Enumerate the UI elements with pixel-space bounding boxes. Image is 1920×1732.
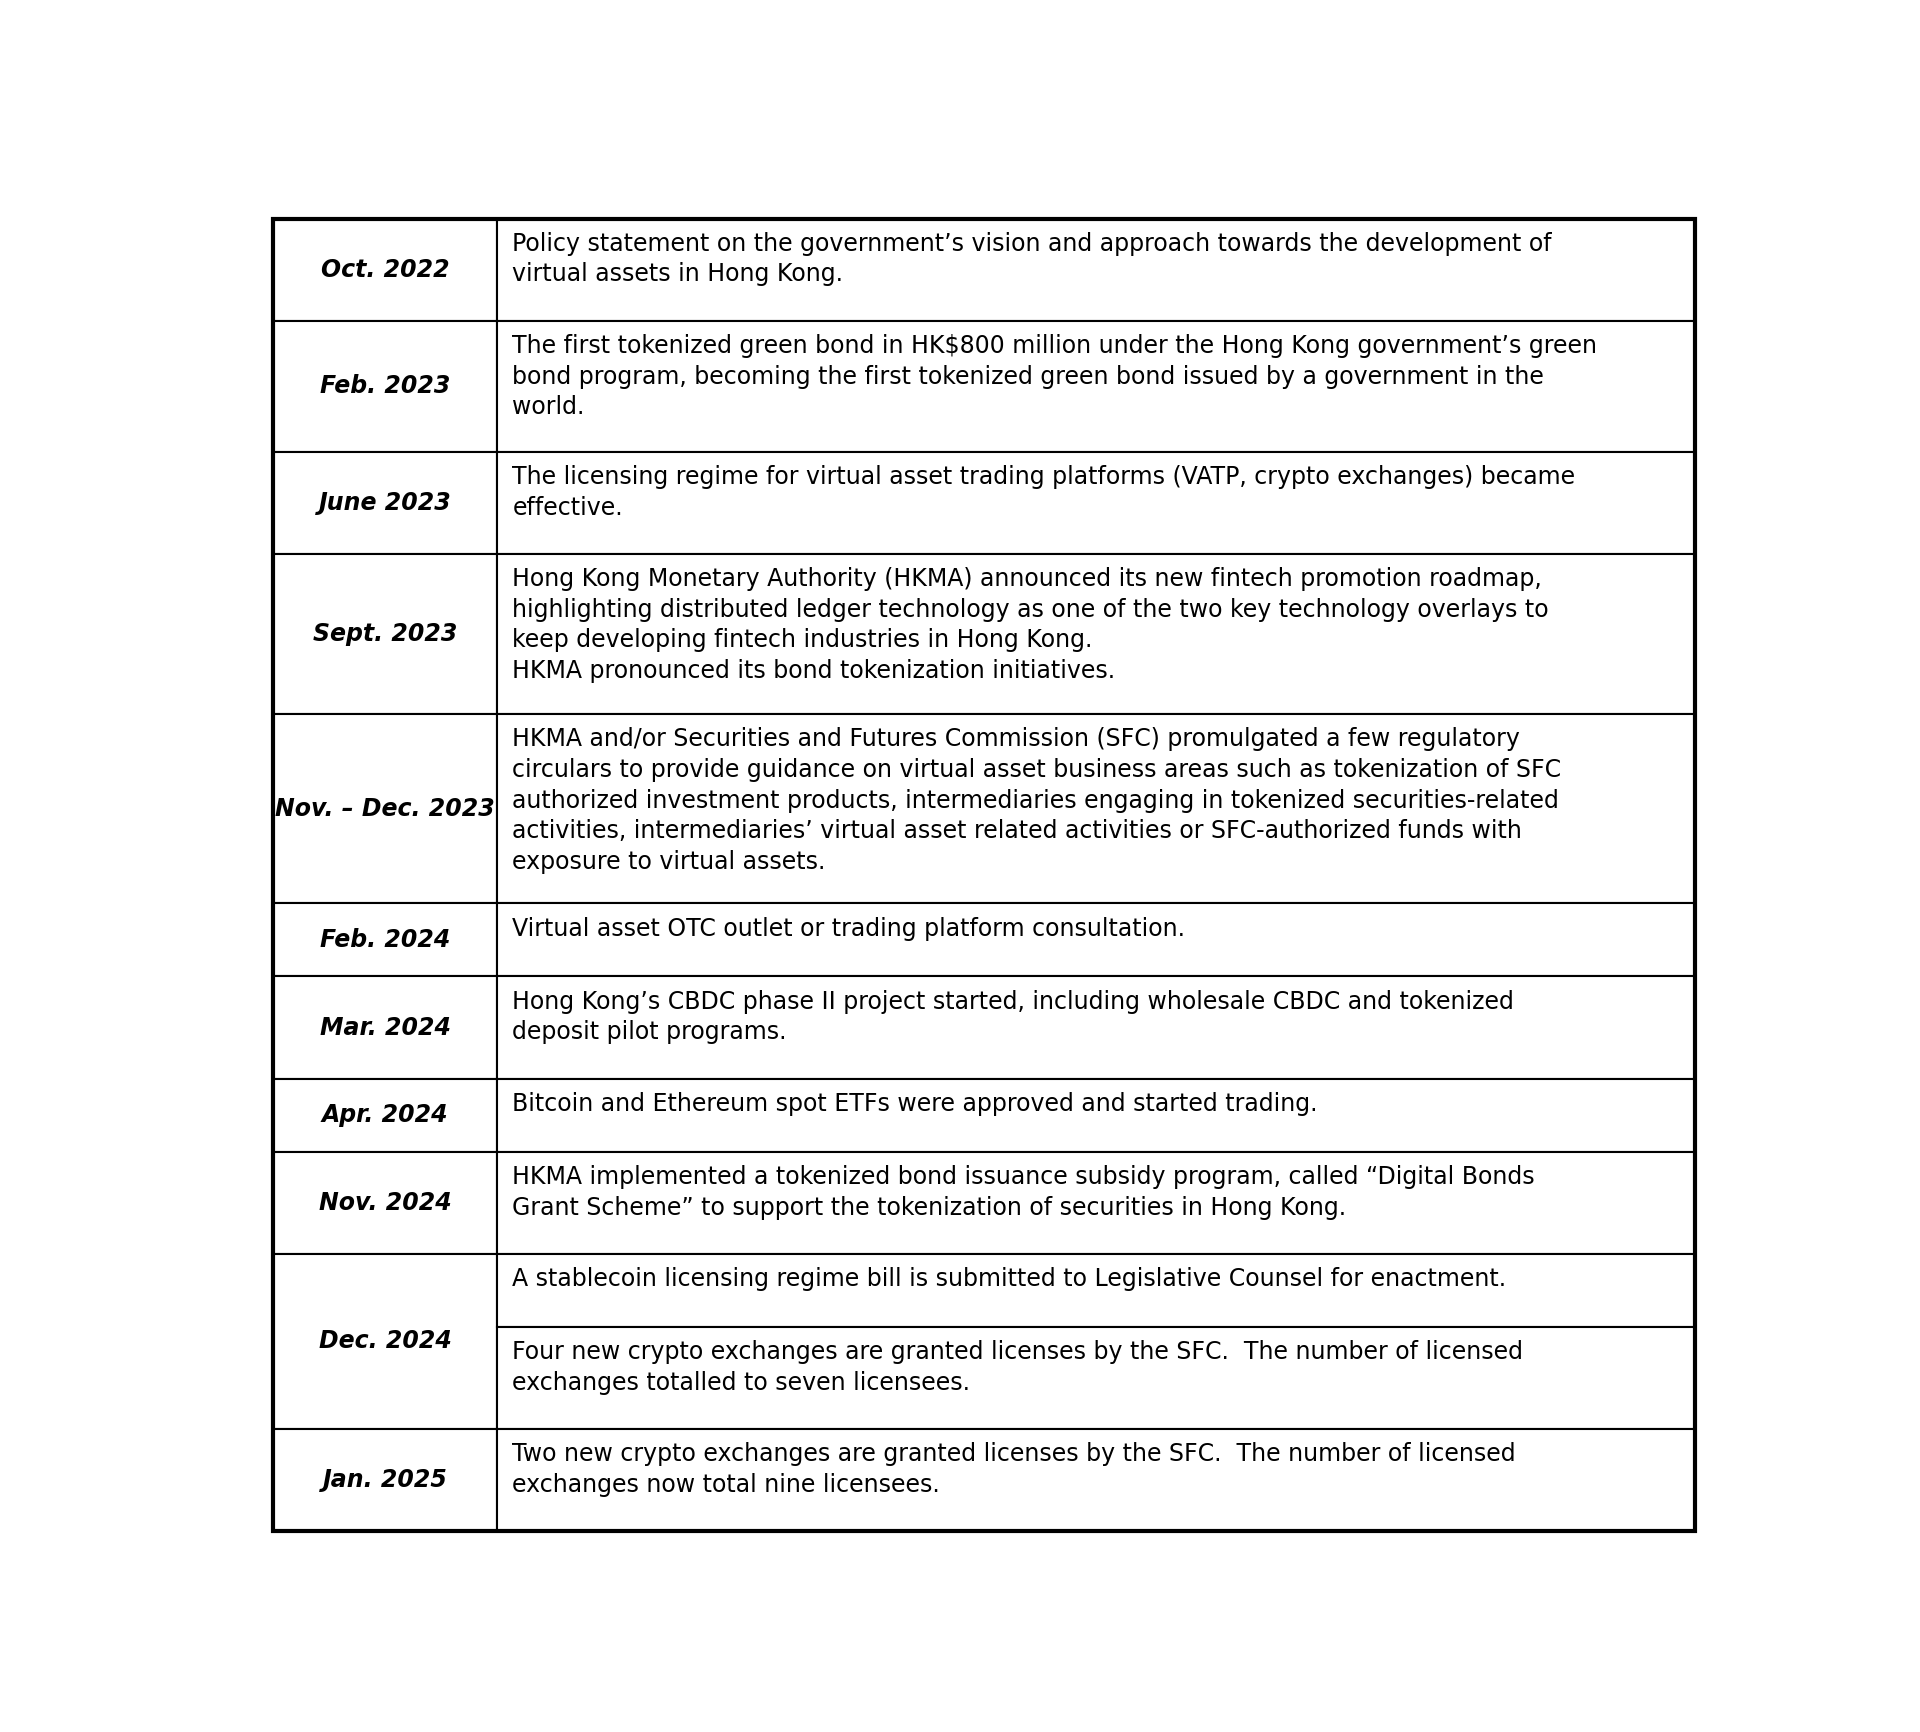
Bar — [273, 714, 497, 904]
Text: Apr. 2024: Apr. 2024 — [323, 1103, 449, 1128]
Bar — [273, 1254, 497, 1429]
Text: Policy statement on the government’s vision and approach towards the development: Policy statement on the government’s vis… — [513, 232, 1551, 286]
Bar — [497, 1327, 1695, 1429]
Bar — [273, 218, 497, 320]
Bar — [497, 320, 1695, 452]
Text: The first tokenized green bond in HK$800 million under the Hong Kong government’: The first tokenized green bond in HK$800… — [513, 334, 1597, 419]
Bar — [497, 1079, 1695, 1152]
Text: Nov. – Dec. 2023: Nov. – Dec. 2023 — [275, 797, 495, 821]
Bar — [273, 904, 497, 977]
Text: Four new crypto exchanges are granted licenses by the SFC.  The number of licens: Four new crypto exchanges are granted li… — [513, 1341, 1523, 1394]
Bar — [497, 554, 1695, 714]
Bar — [273, 977, 497, 1079]
Text: Hong Kong Monetary Authority (HKMA) announced its new fintech promotion roadmap,: Hong Kong Monetary Authority (HKMA) anno… — [513, 566, 1549, 682]
Text: A stablecoin licensing regime bill is submitted to Legislative Counsel for enact: A stablecoin licensing regime bill is su… — [513, 1268, 1507, 1290]
Bar — [273, 1079, 497, 1152]
Text: HKMA implemented a tokenized bond issuance subsidy program, called “Digital Bond: HKMA implemented a tokenized bond issuan… — [513, 1166, 1534, 1219]
Text: Oct. 2022: Oct. 2022 — [321, 258, 449, 282]
Bar — [497, 904, 1695, 977]
Text: Sept. 2023: Sept. 2023 — [313, 622, 457, 646]
Bar — [497, 977, 1695, 1079]
Text: Dec. 2024: Dec. 2024 — [319, 1328, 451, 1353]
Text: Nov. 2024: Nov. 2024 — [319, 1190, 451, 1214]
Bar — [273, 554, 497, 714]
Text: Virtual asset OTC outlet or trading platform consultation.: Virtual asset OTC outlet or trading plat… — [513, 916, 1185, 940]
Text: Two new crypto exchanges are granted licenses by the SFC.  The number of license: Two new crypto exchanges are granted lic… — [513, 1443, 1517, 1496]
Text: Hong Kong’s CBDC phase II project started, including wholesale CBDC and tokenize: Hong Kong’s CBDC phase II project starte… — [513, 989, 1515, 1044]
Text: Jan. 2025: Jan. 2025 — [323, 1467, 447, 1491]
Bar — [497, 452, 1695, 554]
Text: Feb. 2023: Feb. 2023 — [321, 374, 451, 398]
Bar — [273, 1429, 497, 1531]
Text: Bitcoin and Ethereum spot ETFs were approved and started trading.: Bitcoin and Ethereum spot ETFs were appr… — [513, 1091, 1317, 1115]
Text: Feb. 2024: Feb. 2024 — [321, 928, 451, 953]
Bar — [273, 320, 497, 452]
Bar — [273, 1152, 497, 1254]
Bar — [497, 1254, 1695, 1327]
Text: The licensing regime for virtual asset trading platforms (VATP, crypto exchanges: The licensing regime for virtual asset t… — [513, 466, 1576, 520]
Bar — [497, 1152, 1695, 1254]
Bar — [497, 218, 1695, 320]
Text: HKMA and/or Securities and Futures Commission (SFC) promulgated a few regulatory: HKMA and/or Securities and Futures Commi… — [513, 727, 1561, 875]
Bar — [497, 714, 1695, 904]
Text: June 2023: June 2023 — [319, 490, 451, 514]
Bar — [273, 452, 497, 554]
Bar — [497, 1429, 1695, 1531]
Text: Mar. 2024: Mar. 2024 — [319, 1015, 451, 1039]
